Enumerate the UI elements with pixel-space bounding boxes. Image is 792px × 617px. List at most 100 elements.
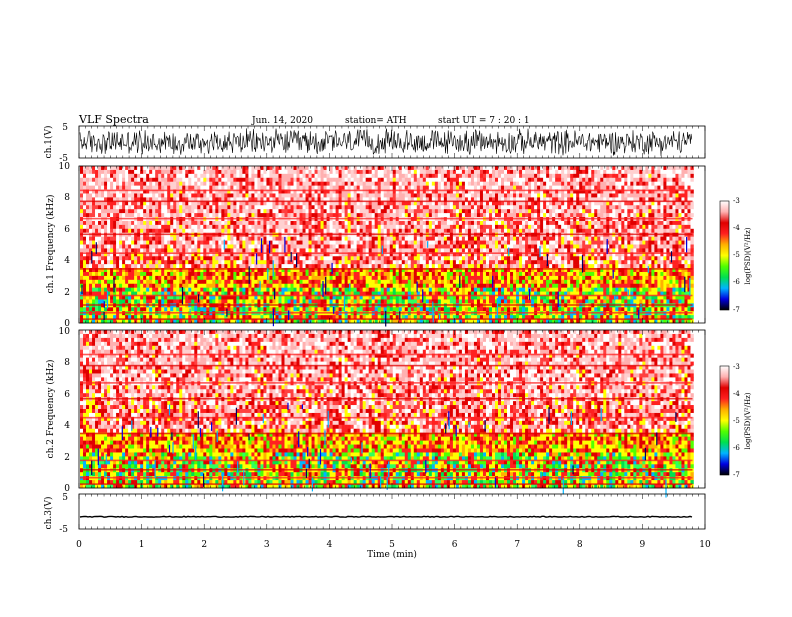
ch1-cell: [441, 178, 444, 182]
ch1-cell: [411, 299, 414, 303]
ch1-cell: [327, 299, 330, 303]
ch1-cell: [309, 276, 312, 280]
ch1-cell: [345, 288, 348, 292]
ch1-cell: [236, 260, 239, 264]
ch1-cell: [438, 307, 441, 311]
ch1-cell: [101, 276, 104, 280]
ch1-cell: [242, 225, 245, 229]
ch1-cell: [369, 174, 372, 178]
ch1-cell: [128, 245, 131, 249]
ch1-cell: [263, 178, 266, 182]
ch1-cell: [236, 225, 239, 229]
ch1-cell: [86, 229, 89, 233]
ch1-cell: [432, 213, 435, 217]
ch1-cell: [236, 248, 239, 252]
ch1-cell: [101, 182, 104, 186]
ch1-cell: [272, 276, 275, 280]
ch1-cell: [372, 186, 375, 190]
ch1-cell: [83, 166, 86, 170]
ch1-cell: [291, 186, 294, 190]
ch1-cell: [291, 193, 294, 197]
ch1-cell: [312, 241, 315, 245]
ch1-cell: [188, 209, 191, 213]
ch1-cell: [321, 178, 324, 182]
ch1-cell: [269, 193, 272, 197]
ch1-cell: [146, 299, 149, 303]
ch1-cell: [375, 209, 378, 213]
ch1-cell: [236, 182, 239, 186]
ch1-cell: [357, 280, 360, 284]
ch1-cell: [134, 284, 137, 288]
ch1-cell: [125, 229, 128, 233]
ch1-cell: [161, 284, 164, 288]
ch1-cell: [185, 209, 188, 213]
ch1-cell: [152, 260, 155, 264]
ch1-cell: [447, 248, 450, 252]
ch1-cell: [200, 248, 203, 252]
ch1-cell: [215, 213, 218, 217]
ch1-cell: [200, 272, 203, 276]
ch1-cell: [300, 260, 303, 264]
ch1-cell: [348, 299, 351, 303]
ch1-cell: [399, 245, 402, 249]
ch1-cell: [339, 272, 342, 276]
ch1-cell: [284, 178, 287, 182]
ch1-cell: [281, 166, 284, 170]
ch1-cell: [342, 260, 345, 264]
ch1-cell: [122, 213, 125, 217]
ch1-cell: [170, 248, 173, 252]
ch1-cell: [420, 264, 423, 268]
ch1-cell: [134, 225, 137, 229]
ch1-cell: [257, 260, 260, 264]
ch1-cell: [218, 284, 221, 288]
ch1-cell: [146, 229, 149, 233]
ch1-cell: [176, 299, 179, 303]
ch1-cell: [384, 280, 387, 284]
ch1-cell: [263, 209, 266, 213]
ch1-cell: [369, 264, 372, 268]
ch1-cell: [423, 174, 426, 178]
ch1-cell: [122, 307, 125, 311]
ch1-cell: [396, 272, 399, 276]
ch1-cell: [149, 256, 152, 260]
ch1-cell: [354, 229, 357, 233]
ch1-cell: [275, 245, 278, 249]
ch1-cell: [402, 264, 405, 268]
ch1-cell: [206, 248, 209, 252]
ch1-cell: [309, 237, 312, 241]
ch1-cell: [369, 221, 372, 225]
ch1-cell: [209, 280, 212, 284]
ch1-cell: [185, 213, 188, 217]
ch1-cell: [161, 260, 164, 264]
ch1-cell: [366, 205, 369, 209]
ch1-cell: [263, 229, 266, 233]
ch1-cell: [143, 256, 146, 260]
ch1-cell: [318, 193, 321, 197]
ch1-cell: [366, 264, 369, 268]
ch1-cell: [110, 182, 113, 186]
ch1-cell: [402, 193, 405, 197]
ch1-cell: [342, 276, 345, 280]
ch1-cell: [203, 288, 206, 292]
ch1-cell: [242, 205, 245, 209]
ch1-cell: [339, 166, 342, 170]
ch1-cell: [318, 276, 321, 280]
ch1-cell: [233, 284, 236, 288]
ch1-cell: [450, 221, 453, 225]
ch1-cell: [390, 205, 393, 209]
ch1-cell: [215, 205, 218, 209]
ch1-cell: [182, 209, 185, 213]
ch1-cell: [336, 260, 339, 264]
ch1-cell: [245, 178, 248, 182]
ch1-cell: [294, 276, 297, 280]
ch1-cell: [300, 225, 303, 229]
ch1-cell: [351, 272, 354, 276]
ch1-cell: [239, 178, 242, 182]
ch1-cell: [176, 209, 179, 213]
ch1-cell: [245, 245, 248, 249]
ch1-cell: [453, 205, 456, 209]
ch1-cell: [411, 241, 414, 245]
ch1-cell: [390, 256, 393, 260]
ch1-cell: [125, 248, 128, 252]
ch1-cell: [134, 276, 137, 280]
